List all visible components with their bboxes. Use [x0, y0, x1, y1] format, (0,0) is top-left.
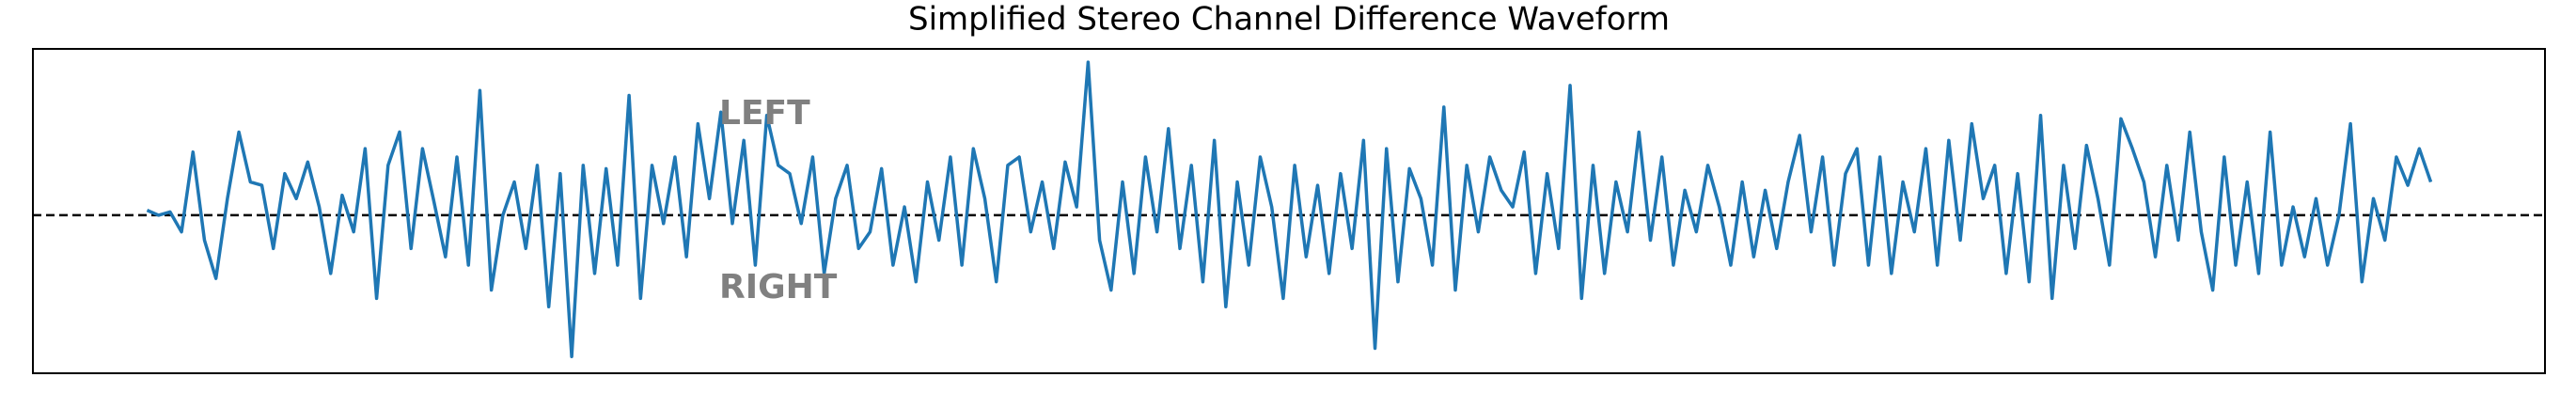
annotation: RIGHT	[719, 268, 838, 307]
plot-frame	[32, 48, 2546, 374]
waveform-line	[146, 60, 2433, 359]
annotation: LEFT	[719, 94, 810, 133]
chart-title: Simplified Stereo Channel Difference Wav…	[908, 1, 1670, 39]
